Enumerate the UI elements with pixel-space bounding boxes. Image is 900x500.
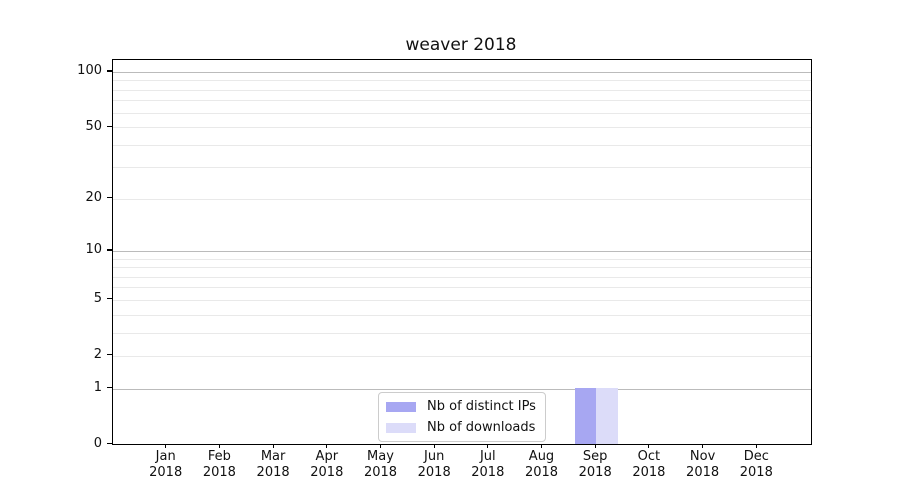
x-tick-label: Jan 2018 — [149, 449, 183, 480]
legend: Nb of distinct IPs Nb of downloads — [378, 392, 546, 442]
y-tick-mark — [107, 298, 112, 300]
x-tick-mark — [379, 443, 382, 448]
minor-gridline — [113, 89, 811, 91]
y-tick-mark — [107, 125, 112, 127]
y-tick-mark — [107, 354, 112, 356]
y-tick-mark — [107, 197, 112, 199]
x-tick-label: Nov 2018 — [686, 449, 720, 480]
x-tick-label: Jul 2018 — [471, 449, 505, 480]
x-tick-label: Feb 2018 — [202, 449, 236, 480]
x-tick-label: Jun 2018 — [417, 449, 451, 480]
x-tick-mark — [487, 443, 489, 448]
x-tick-mark — [326, 443, 328, 448]
y-tick-label: 20 — [85, 190, 102, 206]
minor-gridline — [113, 127, 811, 128]
minor-gridline — [113, 100, 811, 102]
minor-gridline — [113, 144, 811, 146]
minor-gridline — [113, 314, 811, 316]
chart-title: weaver 2018 — [405, 35, 517, 55]
y-tick-mark — [107, 70, 112, 72]
x-tick-label: Mar 2018 — [256, 449, 290, 480]
minor-gridline — [113, 287, 811, 289]
x-tick-mark — [272, 443, 274, 448]
x-tick-mark — [218, 443, 220, 448]
bar — [596, 388, 618, 444]
x-tick-label: Oct 2018 — [632, 449, 666, 480]
minor-gridline — [113, 267, 811, 269]
major-gridline — [113, 250, 811, 252]
y-tick-label: 10 — [85, 242, 102, 258]
bar — [574, 388, 597, 444]
y-tick-label: 1 — [93, 380, 102, 395]
legend-label-downloads: Nb of downloads — [427, 420, 536, 435]
major-gridline — [113, 388, 811, 390]
y-tick-label: 50 — [85, 118, 102, 134]
x-tick-label: May 2018 — [363, 449, 398, 480]
minor-gridline — [113, 198, 811, 200]
legend-swatch-distinct-ips — [386, 401, 416, 412]
minor-gridline — [113, 299, 811, 301]
legend-label-distinct-ips: Nb of distinct IPs — [427, 399, 536, 414]
major-gridline — [113, 71, 811, 73]
x-tick-mark — [165, 443, 167, 448]
y-tick-mark — [107, 387, 112, 389]
minor-gridline — [113, 355, 811, 357]
x-tick-label: Sep 2018 — [578, 449, 612, 480]
x-tick-mark — [702, 443, 704, 448]
minor-gridline — [113, 258, 811, 260]
x-tick-mark — [540, 443, 543, 448]
x-tick-mark — [594, 443, 596, 448]
x-tick-mark — [755, 443, 757, 448]
y-tick-label: 100 — [77, 63, 102, 79]
x-tick-label: Dec 2018 — [739, 449, 773, 480]
minor-gridline — [113, 80, 811, 82]
minor-gridline — [113, 167, 811, 169]
x-tick-mark — [648, 443, 650, 448]
minor-gridline — [113, 276, 811, 278]
x-tick-label: Apr 2018 — [310, 449, 344, 480]
minor-gridline — [113, 112, 811, 114]
y-tick-label: 0 — [93, 436, 102, 451]
x-tick-mark — [433, 443, 435, 448]
legend-swatch-downloads — [386, 422, 416, 433]
y-tick-label: 2 — [93, 347, 102, 363]
legend-item-distinct-ips: Nb of distinct IPs — [386, 400, 536, 413]
minor-gridline — [113, 332, 811, 334]
y-tick-mark — [107, 249, 112, 251]
x-tick-label: Aug 2018 — [524, 449, 559, 480]
plot-area — [112, 59, 812, 445]
legend-item-downloads: Nb of downloads — [386, 421, 536, 434]
y-tick-mark — [107, 443, 112, 445]
y-tick-label: 5 — [93, 291, 102, 307]
